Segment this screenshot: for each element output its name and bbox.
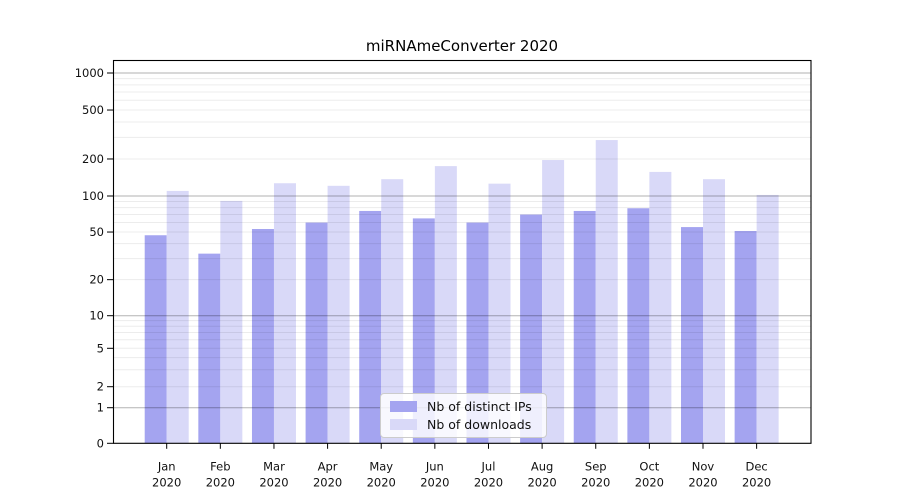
axes bbox=[107, 59, 812, 449]
x-tick-label-month: Feb bbox=[210, 460, 230, 474]
legend-item-downloads: Nb of downloads bbox=[390, 417, 538, 432]
bar-distinct-ips-may bbox=[359, 210, 382, 444]
x-tick-label-month: Mar bbox=[263, 460, 285, 474]
x-tick-label-year: 2020 bbox=[206, 476, 235, 490]
bar-downloads-apr bbox=[327, 185, 350, 444]
bar-distinct-ips-jan bbox=[144, 235, 167, 444]
x-tick-label-year: 2020 bbox=[313, 476, 342, 490]
legend-swatch-distinct-ips bbox=[390, 401, 417, 412]
tick-labels: 10005002001005020105210Jan2020Feb2020Mar… bbox=[75, 66, 772, 490]
bar-distinct-ips-jun bbox=[412, 218, 435, 444]
bar-downloads-oct bbox=[649, 171, 672, 444]
bar-downloads-nov bbox=[703, 179, 725, 444]
x-tick-label-year: 2020 bbox=[688, 476, 717, 490]
legend-swatch-downloads bbox=[390, 419, 417, 430]
bar-distinct-ips-mar bbox=[251, 229, 274, 444]
y-tick-label: 5 bbox=[97, 341, 104, 355]
legend: Nb of distinct IPs Nb of downloads bbox=[380, 393, 547, 438]
bar-distinct-ips-apr bbox=[305, 222, 328, 444]
bar-downloads-mar bbox=[273, 183, 296, 444]
x-tick-label-year: 2020 bbox=[581, 476, 610, 490]
plot-border bbox=[112, 59, 812, 444]
y-tick-label: 10 bbox=[89, 309, 104, 323]
gridlines bbox=[113, 72, 811, 409]
legend-label-distinct-ips: Nb of distinct IPs bbox=[427, 399, 532, 414]
x-tick-label-month: Jul bbox=[481, 460, 496, 474]
x-tick-label-month: Sep bbox=[585, 460, 607, 474]
bar-distinct-ips-jul bbox=[466, 222, 489, 444]
x-tick-label-month: Oct bbox=[639, 460, 659, 474]
y-tick-label: 20 bbox=[89, 273, 104, 287]
bar-downloads-aug bbox=[542, 160, 565, 444]
bars-group bbox=[144, 140, 779, 444]
x-tick-label-month: Jan bbox=[157, 460, 176, 474]
legend-label-downloads: Nb of downloads bbox=[427, 417, 532, 432]
x-tick-label-year: 2020 bbox=[527, 476, 556, 490]
x-tick-label-year: 2020 bbox=[635, 476, 664, 490]
x-tick-label-year: 2020 bbox=[420, 476, 449, 490]
bar-distinct-ips-sep bbox=[573, 210, 596, 444]
bar-distinct-ips-aug bbox=[520, 214, 543, 444]
x-tick-label-month: Nov bbox=[692, 460, 715, 474]
x-tick-label-month: Apr bbox=[318, 460, 338, 474]
bar-downloads-feb bbox=[220, 200, 243, 444]
y-tick-label: 200 bbox=[82, 152, 104, 166]
x-tick-label-year: 2020 bbox=[742, 476, 771, 490]
y-tick-label: 1000 bbox=[75, 66, 104, 80]
bar-downloads-jun bbox=[434, 166, 457, 444]
bar-distinct-ips-dec bbox=[734, 231, 757, 444]
x-tick-label-year: 2020 bbox=[259, 476, 288, 490]
y-tick-label: 50 bbox=[89, 225, 104, 239]
bar-distinct-ips-oct bbox=[627, 208, 650, 444]
bar-downloads-jan bbox=[166, 190, 189, 444]
x-tick-label-year: 2020 bbox=[474, 476, 503, 490]
y-tick-label: 2 bbox=[97, 380, 104, 394]
legend-item-distinct-ips: Nb of distinct IPs bbox=[390, 399, 538, 414]
x-tick-label-year: 2020 bbox=[152, 476, 181, 490]
x-tick-label-month: May bbox=[369, 460, 393, 474]
y-tick-label: 100 bbox=[82, 189, 104, 203]
y-tick-label: 1 bbox=[97, 401, 104, 415]
chart-title: miRNAmeConverter 2020 bbox=[365, 37, 559, 55]
x-tick-label-month: Dec bbox=[745, 460, 767, 474]
y-tick-label: 500 bbox=[82, 103, 104, 117]
bar-distinct-ips-nov bbox=[681, 227, 703, 444]
x-tick-label-month: Jun bbox=[425, 460, 444, 474]
y-tick-label: 0 bbox=[97, 436, 104, 450]
bar-downloads-may bbox=[381, 179, 404, 444]
x-tick-label-month: Aug bbox=[531, 460, 553, 474]
bar-downloads-jul bbox=[488, 183, 511, 444]
x-tick-label-year: 2020 bbox=[367, 476, 396, 490]
bar-downloads-dec bbox=[756, 194, 779, 444]
bar-distinct-ips-feb bbox=[198, 253, 221, 444]
bar-downloads-sep bbox=[595, 140, 618, 444]
